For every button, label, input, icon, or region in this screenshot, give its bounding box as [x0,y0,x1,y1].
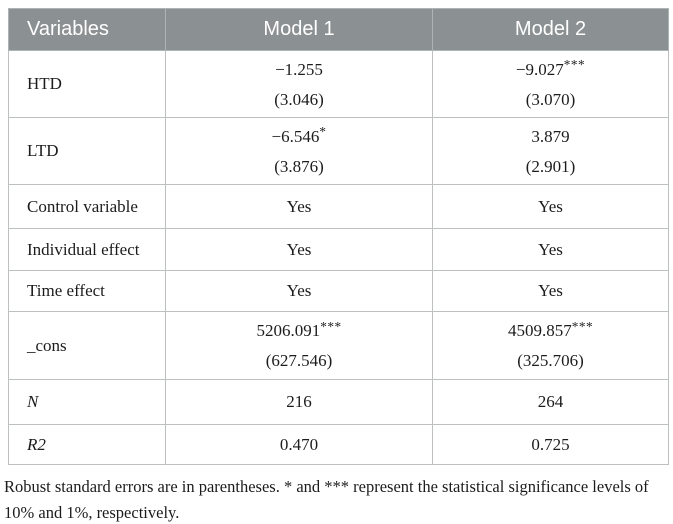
control-model1-cell: Yes [165,184,433,229]
header-model1: Model 1 [165,8,433,51]
table-footnote: Robust standard errors are in parenthese… [4,477,649,522]
significance-stars: *** [320,318,342,334]
r2-model1-cell: 0.470 [165,424,433,465]
significance-stars: * [319,124,327,140]
regression-results-table: Variables Model 1 Model 2 HTD −1.255 (3.… [8,8,669,465]
htd-model1-cell: −1.255 (3.046) [165,50,433,118]
control-model2-cell: Yes [432,184,669,229]
row-label: Time effect [8,270,166,312]
estimate-value: −6.546 [271,126,320,146]
individual-model2-cell: Yes [432,228,669,271]
standard-error: (3.046) [274,89,324,109]
time-model1-cell: Yes [165,270,433,312]
header-row: Variables Model 1 Model 2 [8,8,669,51]
individual-model1-cell: Yes [165,228,433,271]
ltd-model1-cell: −6.546* (3.876) [165,117,433,185]
standard-error: (2.901) [525,156,576,176]
row-label: N [8,379,166,425]
row-label: Control variable [8,184,166,229]
estimate-value: −1.255 [275,59,323,79]
standard-error: (3.876) [274,156,324,176]
standard-error: (3.070) [525,89,576,109]
time-model2-cell: Yes [432,270,669,312]
header-model2: Model 2 [432,8,669,51]
table-row-ltd: LTD −6.546* (3.876) 3.879 (2.901) [8,117,669,185]
table-header: Variables Model 1 Model 2 [8,8,669,51]
estimate-value: 5206.091 [256,321,321,340]
table-row-control-variable: Control variable Yes Yes [8,184,669,229]
table-row-cons: _cons 5206.091*** (627.546) 4509.857*** … [8,311,669,380]
estimate-value: 3.879 [531,126,570,146]
r2-model2-cell: 0.725 [432,424,669,465]
table-row-htd: HTD −1.255 (3.046) −9.027*** (3.070) [8,50,669,118]
significance-stars: *** [563,57,586,73]
row-label: R2 [8,424,166,465]
row-label: HTD [8,50,166,118]
n-model2-cell: 264 [432,379,669,425]
ltd-model2-cell: 3.879 (2.901) [432,117,669,185]
n-model1-cell: 216 [165,379,433,425]
table-row-n: N 216 264 [8,379,669,425]
table-row-time-effect: Time effect Yes Yes [8,270,669,312]
estimate-value: 4509.857 [507,321,572,340]
cons-model2-cell: 4509.857*** (325.706) [432,311,669,380]
header-variables: Variables [8,8,166,51]
significance-stars: *** [571,318,594,334]
cons-model1-cell: 5206.091*** (627.546) [165,311,433,380]
estimate-value: −9.027 [515,59,564,79]
row-label: Individual effect [8,228,166,271]
htd-model2-cell: −9.027*** (3.070) [432,50,669,118]
table-row-individual-effect: Individual effect Yes Yes [8,228,669,271]
row-label: _cons [8,311,166,380]
standard-error: (627.546) [265,351,333,370]
row-label: LTD [8,117,166,185]
standard-error: (325.706) [517,351,584,370]
table-row-r2: R2 0.470 0.725 [8,424,669,465]
